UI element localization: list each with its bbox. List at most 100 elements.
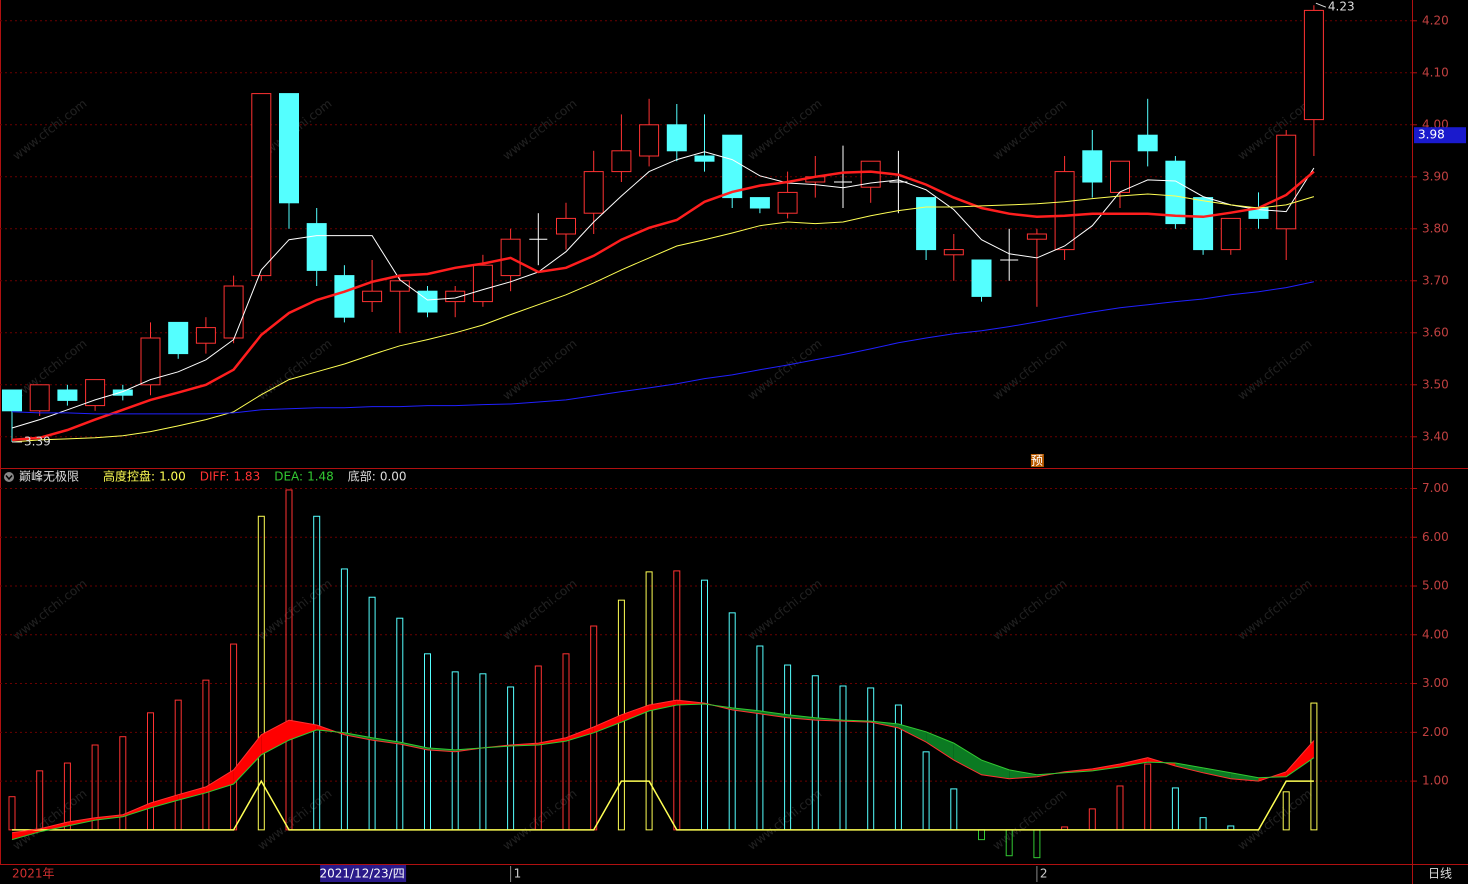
y-tick-label: 2.00 xyxy=(1422,725,1449,739)
y-tick-label: 3.60 xyxy=(1422,325,1449,339)
candle-body xyxy=(1303,9,1324,121)
bar xyxy=(1310,702,1318,831)
macd-ribbon xyxy=(67,817,96,826)
legend-value: 1.00 xyxy=(159,470,186,484)
y-tick-label: 5.00 xyxy=(1422,579,1449,593)
indicator-menu-icon xyxy=(4,472,14,482)
min-label: 3.39 xyxy=(24,435,51,449)
candle-body xyxy=(1165,160,1186,225)
x-tick-label: 1 xyxy=(514,867,522,881)
y-tick-label: 7.00 xyxy=(1422,481,1449,495)
bar xyxy=(1282,791,1290,831)
candle-body xyxy=(195,327,216,344)
indicator-menu-arrow xyxy=(5,475,13,481)
candle-body xyxy=(223,285,244,339)
candle-body xyxy=(666,124,687,152)
candle-body xyxy=(749,197,770,209)
y-tick-label: 1.00 xyxy=(1422,774,1449,788)
macd-ribbon xyxy=(261,720,289,755)
price-panel: 3.403.503.603.703.803.904.004.104.204.23… xyxy=(0,0,1466,468)
y-tick-label: 3.40 xyxy=(1422,429,1449,443)
x-tick-label: 2021年 xyxy=(12,867,55,881)
y-tick-label: 4.20 xyxy=(1422,13,1449,27)
y-tick-label: 6.00 xyxy=(1422,530,1449,544)
candle-body xyxy=(445,290,466,303)
indicator-line xyxy=(11,703,1315,841)
macd-ribbon xyxy=(759,710,788,718)
macd-ribbon xyxy=(898,724,927,743)
y-tick-label: 4.00 xyxy=(1422,627,1449,641)
candle-body xyxy=(362,290,383,303)
candle-body xyxy=(916,197,937,251)
max-label: 4.23 xyxy=(1328,0,1355,14)
y-tick-label: 3.80 xyxy=(1422,221,1449,235)
candle-body xyxy=(279,93,299,204)
flag-label: 预 xyxy=(1031,454,1043,468)
candle-body xyxy=(306,223,327,271)
candle-body xyxy=(29,384,50,412)
legend-name: DIFF: xyxy=(200,470,230,484)
cursor-price-box xyxy=(1414,127,1466,144)
macd-ribbon xyxy=(1120,757,1148,767)
legend-name: DEA: xyxy=(274,470,303,484)
candle-body xyxy=(251,93,272,277)
candle-body xyxy=(694,155,715,162)
candle-body xyxy=(334,275,355,318)
macd-ribbon xyxy=(621,705,650,723)
y-tick-label: 3.70 xyxy=(1422,273,1449,287)
ma-line xyxy=(11,281,1315,415)
candle-body xyxy=(971,259,992,297)
candle-body xyxy=(389,280,410,292)
indicator-line xyxy=(12,779,1314,831)
indicator-panel: 1.00 2.00 3.00 4.00 5.00 6.00 7.00 巅峰无极限 高度控盘: 1.… xyxy=(0,469,1449,859)
candle-body xyxy=(611,150,632,173)
candle-body xyxy=(1220,217,1241,251)
macd-ribbon xyxy=(981,760,1010,779)
macd-ribbon xyxy=(1203,767,1231,779)
candle-body xyxy=(1137,134,1158,152)
cursor-date-box xyxy=(320,865,407,882)
candle-body xyxy=(1276,134,1297,230)
candle-body xyxy=(2,389,22,412)
macd-ribbon xyxy=(205,769,234,793)
indicator-title: 巅峰无极限 xyxy=(19,470,79,484)
ma-line xyxy=(11,151,1315,429)
candle-body xyxy=(472,264,493,303)
macd-ribbon xyxy=(289,720,317,741)
macd-ribbon xyxy=(233,734,262,785)
legend-value: 0.00 xyxy=(380,470,407,484)
macd-ribbon xyxy=(649,700,677,711)
macd-ribbon xyxy=(1175,763,1204,773)
macd-ribbon xyxy=(1286,740,1314,777)
macd-ribbon xyxy=(787,714,816,721)
candle-body xyxy=(639,124,660,157)
macd-ribbon xyxy=(178,786,206,801)
macd-ribbon xyxy=(1009,769,1037,779)
candle-body xyxy=(417,290,438,313)
y-tick-label: 4.10 xyxy=(1422,65,1449,79)
indicator-line xyxy=(11,699,1315,834)
candle-body xyxy=(722,134,743,199)
candle-body xyxy=(1054,171,1075,251)
candle-body xyxy=(168,321,189,355)
y-tick-label: 3.90 xyxy=(1422,169,1449,183)
candle-body xyxy=(1110,160,1130,193)
bar xyxy=(257,515,265,831)
candle-body xyxy=(140,337,161,386)
candle-body xyxy=(943,249,964,256)
legend-value: 1.83 xyxy=(233,470,260,484)
candle-body xyxy=(1193,197,1214,251)
flag-box xyxy=(1030,454,1044,467)
cursor-price-label: 3.98 xyxy=(1418,128,1445,142)
candle-body xyxy=(1026,233,1047,240)
candle-body xyxy=(556,217,576,235)
candle-body xyxy=(777,191,798,214)
macd-ribbon xyxy=(953,743,982,775)
macd-ribbon xyxy=(593,714,622,733)
legend-value: 1.48 xyxy=(307,470,334,484)
macd-ribbon xyxy=(150,794,179,808)
ma-line xyxy=(11,170,1315,442)
